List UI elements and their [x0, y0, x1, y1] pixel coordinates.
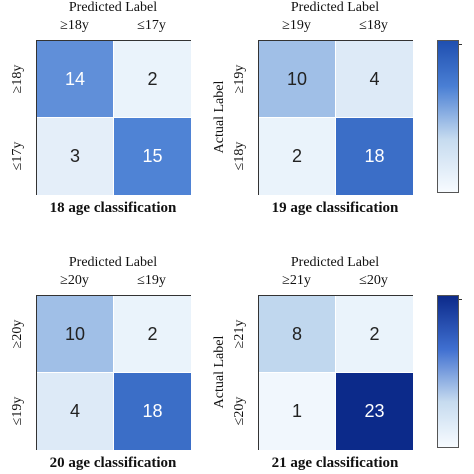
heatmap-cell: 14	[37, 41, 114, 118]
chart-caption: 18 age classification	[49, 200, 177, 216]
colorbar	[437, 40, 459, 193]
x-tick-label: ≤19y	[137, 273, 166, 288]
x-tick-label: ≤17y	[137, 18, 166, 33]
chart-caption: 20 age classification	[49, 455, 177, 471]
colorbar-tick	[459, 44, 462, 45]
heatmap-cell: 8	[259, 296, 336, 373]
y-tick-label: ≤17y	[10, 141, 25, 170]
heatmap-grid: 14 2 3 15	[36, 40, 191, 195]
y-tick-label: ≥18y	[10, 64, 25, 93]
y-tick-label: ≤19y	[10, 396, 25, 425]
x-tick-label: ≤18y	[359, 18, 388, 33]
x-tick-label: ≥20y	[60, 273, 89, 288]
colorbar	[437, 295, 459, 448]
chart-caption: 19 age classification	[271, 200, 399, 216]
heatmap-cell: 3	[37, 118, 114, 195]
x-tick-label: ≥19y	[282, 18, 311, 33]
heatmap-cell: 18	[114, 373, 191, 450]
y-tick-label: ≥19y	[232, 64, 247, 93]
y-tick-label: ≤20y	[232, 396, 247, 425]
y-axis-title: Actual Label	[212, 335, 227, 409]
y-axis-title: Actual Label	[212, 80, 227, 154]
heatmap-cell: 10	[259, 41, 336, 118]
heatmap-grid: 8 2 1 23	[258, 295, 413, 450]
chart-caption: 21 age classification	[271, 455, 399, 471]
heatmap-cell: 10	[37, 296, 114, 373]
y-tick-label: ≥21y	[232, 319, 247, 348]
heatmap-cell: 23	[336, 373, 413, 450]
heatmap-cell: 4	[37, 373, 114, 450]
heatmap-cell: 15	[114, 118, 191, 195]
y-tick-label: ≤18y	[232, 141, 247, 170]
heatmap-cell: 18	[336, 118, 413, 195]
heatmap-grid: 10 4 2 18	[258, 40, 413, 195]
x-tick-label: ≥21y	[282, 273, 311, 288]
x-axis-title: Predicted Label	[290, 255, 380, 270]
y-tick-label: ≥20y	[10, 319, 25, 348]
heatmap-cell: 2	[114, 296, 191, 373]
heatmap-cell: 1	[259, 373, 336, 450]
heatmap-cell: 2	[336, 296, 413, 373]
colorbar-tick	[459, 299, 462, 300]
x-tick-label: ≤20y	[359, 273, 388, 288]
heatmap-cell: 4	[336, 41, 413, 118]
x-axis-title: Predicted Label	[290, 0, 380, 15]
x-axis-title: Predicted Label	[68, 255, 158, 270]
x-axis-title: Predicted Label	[68, 0, 158, 15]
heatmap-cell: 2	[259, 118, 336, 195]
heatmap-cell: 2	[114, 41, 191, 118]
x-tick-label: ≥18y	[60, 18, 89, 33]
heatmap-grid: 10 2 4 18	[36, 295, 191, 450]
